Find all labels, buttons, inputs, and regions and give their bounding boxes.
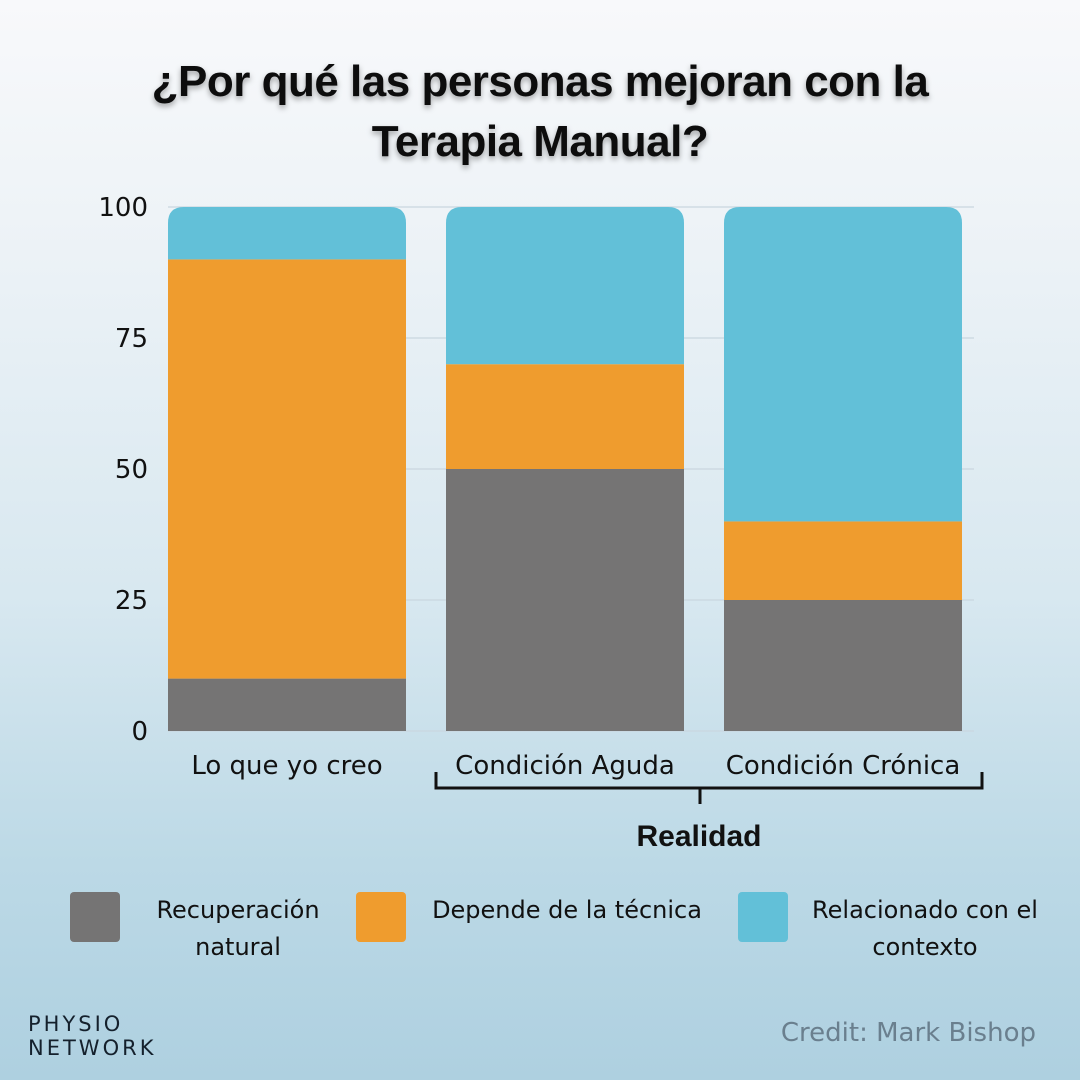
bar-Condición Aguda — [446, 207, 684, 731]
bar-segment-contexto-0 — [168, 207, 406, 260]
legend-label: Depende de la técnica — [422, 892, 712, 929]
physio-network-logo: PHYSIO NETWORK — [28, 1012, 156, 1060]
legend-label-line-1: Recuperación — [156, 896, 320, 924]
credit-text: Credit: Mark Bishop — [780, 1018, 1036, 1048]
legend-label-line-1: Depende de la técnica — [432, 896, 702, 924]
bar-segment-recuperacion-2 — [724, 600, 962, 731]
x-axis-labels: Lo que yo creo Condición Aguda Condición C… — [191, 751, 960, 781]
legend-item-tecnica: Depende de la técnica — [356, 892, 712, 942]
y-axis-ticks: 0 25 50 75 100 — [98, 193, 148, 747]
bar-segment-tecnica-0 — [168, 259, 406, 679]
realidad-bracket: Realidad — [434, 772, 984, 853]
legend-label: Relacionado con el contexto — [800, 892, 1050, 966]
bracket-line — [434, 772, 984, 790]
y-tick-label-25: 25 — [115, 586, 148, 616]
y-tick-label-75: 75 — [115, 324, 148, 354]
x-category-label-0: Lo que yo creo — [191, 751, 382, 781]
y-tick-label-100: 100 — [98, 193, 148, 223]
logo-line-1: PHYSIO — [28, 1012, 124, 1036]
chart-title: ¿Por qué las personas mejoran con la Ter… — [0, 52, 1080, 172]
bar-segment-recuperacion-0 — [168, 678, 406, 731]
group-label-realidad: Realidad — [636, 820, 761, 853]
legend-item-contexto: Relacionado con el contexto — [738, 892, 1050, 966]
bar-Condición Crónica — [724, 207, 962, 731]
legend-swatch-gray — [70, 892, 120, 942]
x-category-label-2: Condición Crónica — [726, 751, 961, 781]
legend-label-line-2: contexto — [872, 933, 978, 961]
legend-label: Recuperación natural — [138, 892, 338, 966]
bar-segment-tecnica-2 — [724, 521, 962, 600]
bar-Lo que yo creo — [168, 207, 406, 731]
legend-item-recuperacion: Recuperación natural — [70, 892, 338, 966]
legend-swatch-blue — [738, 892, 788, 942]
legend-swatch-orange — [356, 892, 406, 942]
title-line-2: Terapia Manual? — [371, 117, 709, 166]
legend-label-line-1: Relacionado con el — [812, 896, 1038, 924]
y-tick-label-50: 50 — [115, 455, 148, 485]
bar-segment-contexto-2 — [724, 207, 962, 522]
bar-segment-tecnica-1 — [446, 364, 684, 469]
bars — [168, 207, 962, 731]
logo-line-2: NETWORK — [28, 1036, 157, 1060]
bar-segment-contexto-1 — [446, 207, 684, 365]
bar-segment-recuperacion-1 — [446, 469, 684, 731]
y-tick-label-0: 0 — [131, 717, 148, 747]
legend-label-line-2: natural — [195, 933, 281, 961]
x-category-label-1: Condición Aguda — [455, 751, 675, 781]
title-line-1: ¿Por qué las personas mejoran con la — [151, 57, 929, 106]
